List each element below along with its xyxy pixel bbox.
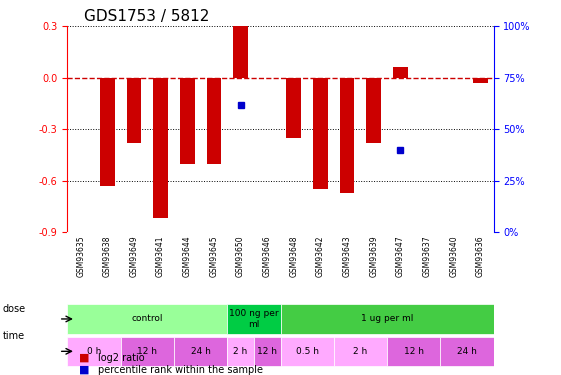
Text: GSM93646: GSM93646 <box>263 236 272 278</box>
Text: GSM93641: GSM93641 <box>156 236 165 277</box>
FancyBboxPatch shape <box>254 337 280 366</box>
Text: time: time <box>3 331 25 340</box>
Bar <box>287 78 301 138</box>
Text: 0 h: 0 h <box>87 347 101 356</box>
FancyBboxPatch shape <box>280 337 334 366</box>
Text: GSM93639: GSM93639 <box>369 236 378 278</box>
FancyBboxPatch shape <box>280 304 494 333</box>
Text: GDS1753 / 5812: GDS1753 / 5812 <box>84 9 210 24</box>
Text: 12 h: 12 h <box>257 347 277 356</box>
FancyBboxPatch shape <box>174 337 227 366</box>
Text: 12 h: 12 h <box>137 347 157 356</box>
Bar <box>313 78 328 189</box>
Text: log2 ratio: log2 ratio <box>98 353 145 363</box>
Text: 24 h: 24 h <box>191 347 210 356</box>
Text: GSM93636: GSM93636 <box>476 236 485 278</box>
Text: percentile rank within the sample: percentile rank within the sample <box>98 365 263 375</box>
Text: 2 h: 2 h <box>233 347 247 356</box>
Text: GSM93638: GSM93638 <box>103 236 112 277</box>
FancyBboxPatch shape <box>121 337 174 366</box>
FancyBboxPatch shape <box>440 337 494 366</box>
Text: GSM93635: GSM93635 <box>76 236 85 278</box>
FancyBboxPatch shape <box>67 304 227 333</box>
Text: control: control <box>131 315 163 324</box>
Text: GSM93647: GSM93647 <box>396 236 405 278</box>
Bar <box>233 26 248 78</box>
Bar <box>206 78 221 164</box>
Text: 1 ug per ml: 1 ug per ml <box>361 315 413 324</box>
Text: 2 h: 2 h <box>353 347 367 356</box>
Text: GSM93650: GSM93650 <box>236 236 245 278</box>
FancyBboxPatch shape <box>334 337 387 366</box>
Bar <box>153 78 168 219</box>
Bar <box>473 78 488 83</box>
Bar <box>127 78 141 143</box>
Text: GSM93649: GSM93649 <box>130 236 139 278</box>
FancyBboxPatch shape <box>227 304 280 333</box>
Text: ■: ■ <box>79 353 89 363</box>
Bar <box>393 68 408 78</box>
Bar <box>180 78 195 164</box>
Text: 0.5 h: 0.5 h <box>296 347 319 356</box>
Text: GSM93645: GSM93645 <box>209 236 218 278</box>
FancyBboxPatch shape <box>67 337 121 366</box>
Text: ■: ■ <box>79 365 89 375</box>
Bar <box>366 78 381 143</box>
Text: GSM93642: GSM93642 <box>316 236 325 277</box>
FancyBboxPatch shape <box>227 337 254 366</box>
Text: 12 h: 12 h <box>404 347 424 356</box>
Text: GSM93637: GSM93637 <box>422 236 431 278</box>
Text: dose: dose <box>3 304 26 314</box>
Bar <box>100 78 114 186</box>
Text: 24 h: 24 h <box>457 347 477 356</box>
Bar <box>340 78 355 193</box>
Text: GSM93644: GSM93644 <box>183 236 192 278</box>
Text: GSM93643: GSM93643 <box>343 236 352 278</box>
FancyBboxPatch shape <box>387 337 440 366</box>
Text: GSM93640: GSM93640 <box>449 236 458 278</box>
Text: GSM93648: GSM93648 <box>289 236 298 277</box>
Text: 100 ng per
ml: 100 ng per ml <box>229 309 279 328</box>
